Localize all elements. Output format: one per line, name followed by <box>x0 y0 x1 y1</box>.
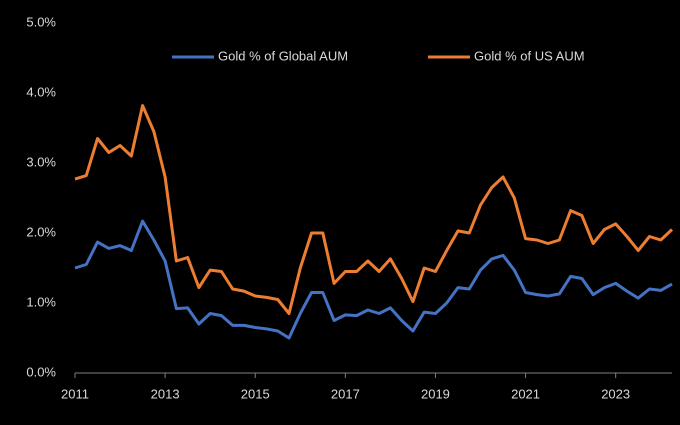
legend-label: Gold % of Global AUM <box>218 48 348 63</box>
x-tick-label: 2015 <box>241 386 270 401</box>
x-tick-label: 2023 <box>601 386 630 401</box>
line-series <box>74 104 674 315</box>
x-tick-label: 2021 <box>511 386 540 401</box>
y-tick-label: 2.0% <box>26 224 56 239</box>
x-tick-label: 2013 <box>151 386 180 401</box>
y-tick-label: 3.0% <box>26 154 56 169</box>
y-tick-label: 0.0% <box>26 364 56 379</box>
legend-label: Gold % of US AUM <box>474 48 585 63</box>
y-tick-label: 5.0% <box>26 14 56 29</box>
x-tick-label: 2019 <box>421 386 450 401</box>
line-series <box>74 219 673 340</box>
x-tick-label: 2011 <box>61 386 89 401</box>
x-tick-label: 2017 <box>331 386 360 401</box>
y-tick-label: 1.0% <box>26 294 56 309</box>
y-tick-label: 4.0% <box>26 84 56 99</box>
